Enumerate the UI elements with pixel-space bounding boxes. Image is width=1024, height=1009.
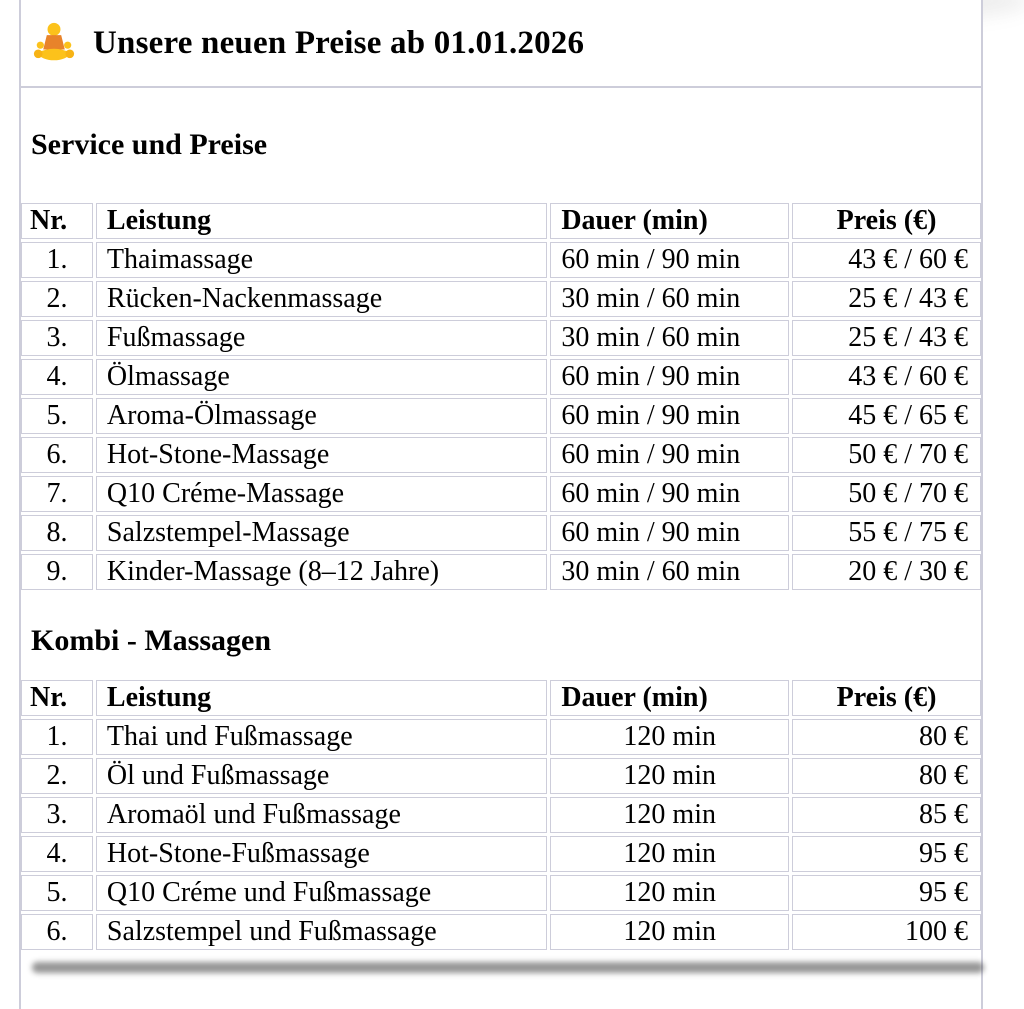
table-cell: Hot-Stone-Massage — [95, 437, 548, 473]
table-cell: 120 min — [550, 797, 790, 833]
table-row: 6. Salzstempel und Fußmassage 120 min 100 € — [21, 914, 981, 950]
table-row: 5. Q10 Créme und Fußmassage 120 min 95 € — [21, 875, 981, 911]
section-heading-service-und-preise: Service und Preise — [31, 128, 268, 161]
table-row: 9. Kinder-Massage (8–12 Jahre) 30 min / 60… — [21, 554, 981, 590]
table-row: 4. Hot-Stone-Fußmassage 120 min 95 € — [21, 836, 981, 872]
table-cell: Q10 Créme-Massage — [95, 476, 548, 512]
table-row: 2. Öl und Fußmassage 120 min 80 € — [21, 758, 981, 794]
document-header: Unsere neuen Preise ab 01.01.2026 — [21, 0, 981, 88]
table-cell: 60 min / 90 min — [550, 398, 790, 434]
table-row: 8. Salzstempel-Massage 60 min / 90 min 55 €… — [21, 515, 981, 551]
table-row: 7. Q10 Créme-Massage 60 min / 90 min 50 € /… — [21, 476, 981, 512]
table-cell: Kinder-Massage (8–12 Jahre) — [95, 554, 548, 590]
table-cell: 20 € / 30 € — [792, 554, 981, 590]
table-cell: 25 € / 43 € — [792, 281, 981, 317]
table-cell: Salzstempel-Massage — [95, 515, 548, 551]
table-cell: 95 € — [792, 875, 981, 911]
table-cell: Aroma-Ölmassage — [95, 398, 548, 434]
table-cell: 43 € / 60 € — [792, 242, 981, 278]
table-cell: Thai und Fußmassage — [95, 719, 548, 755]
document-frame: Unsere neuen Preise ab 01.01.2026 Servic… — [19, 0, 983, 1009]
table-cell: 80 € — [792, 719, 981, 755]
table-cell: 25 € / 43 € — [792, 320, 981, 356]
table-cell: 3. — [21, 320, 93, 356]
table-cell: 60 min / 90 min — [550, 476, 790, 512]
table-row: 1. Thaimassage 60 min / 90 min 43 € / 60 € — [21, 242, 981, 278]
table-cell: 9. — [21, 554, 93, 590]
table-row: 1. Thai und Fußmassage 120 min 80 € — [21, 719, 981, 755]
table-cell: 1. — [21, 242, 93, 278]
table-cell: 43 € / 60 € — [792, 359, 981, 395]
table-cell: 55 € / 75 € — [792, 515, 981, 551]
table-cell: 5. — [21, 875, 93, 911]
table-cell: 50 € / 70 € — [792, 476, 981, 512]
column-header: Preis (€) — [792, 680, 981, 716]
table-cell: 50 € / 70 € — [792, 437, 981, 473]
table-cell: Thaimassage — [95, 242, 548, 278]
column-header: Leistung — [95, 203, 548, 239]
table-cell: 4. — [21, 359, 93, 395]
table-cell: 120 min — [550, 758, 790, 794]
table-cell: 6. — [21, 437, 93, 473]
table-cell: 95 € — [792, 836, 981, 872]
table-row: 2. Rücken-Nackenmassage 30 min / 60 min 25 … — [21, 281, 981, 317]
table-row: 6. Hot-Stone-Massage 60 min / 90 min 50 € /… — [21, 437, 981, 473]
table-cell: Q10 Créme und Fußmassage — [95, 875, 548, 911]
table-header-row: Nr. Leistung Dauer (min) Preis (€) — [21, 203, 981, 239]
table-cell: 1. — [21, 719, 93, 755]
table-cell: 120 min — [550, 836, 790, 872]
table-cell: 60 min / 90 min — [550, 515, 790, 551]
table-cell: 80 € — [792, 758, 981, 794]
table-cell: Ölmassage — [95, 359, 548, 395]
table-cell: 2. — [21, 758, 93, 794]
table-cell: 120 min — [550, 719, 790, 755]
table-row: 3. Aromaöl und Fußmassage 120 min 85 € — [21, 797, 981, 833]
column-header: Preis (€) — [792, 203, 981, 239]
table-cell: Öl und Fußmassage — [95, 758, 548, 794]
table-cell: 8. — [21, 515, 93, 551]
table-cell: Salzstempel und Fußmassage — [95, 914, 548, 950]
table-header-row: Nr. Leistung Dauer (min) Preis (€) — [21, 680, 981, 716]
table-cell: 120 min — [550, 875, 790, 911]
table-cell: 7. — [21, 476, 93, 512]
table-cell: 120 min — [550, 914, 790, 950]
person-in-lotus-emoji-icon — [33, 22, 75, 61]
section-heading-kombi-massagen: Kombi - Massagen — [31, 624, 271, 657]
price-table-kombi: Nr. Leistung Dauer (min) Preis (€) 1. Thai u… — [18, 677, 984, 953]
column-header: Leistung — [95, 680, 548, 716]
table-cell: Hot-Stone-Fußmassage — [95, 836, 548, 872]
column-header: Nr. — [21, 680, 93, 716]
table-cell: 30 min / 60 min — [550, 320, 790, 356]
table-cell: Rücken-Nackenmassage — [95, 281, 548, 317]
table-cell: 2. — [21, 281, 93, 317]
column-header: Dauer (min) — [550, 680, 790, 716]
table-cell: 5. — [21, 398, 93, 434]
page-title: Unsere neuen Preise ab 01.01.2026 — [93, 24, 585, 61]
table-cell: Aromaöl und Fußmassage — [95, 797, 548, 833]
table-cell: 6. — [21, 914, 93, 950]
table-cell: 60 min / 90 min — [550, 242, 790, 278]
table-cell: 30 min / 60 min — [550, 281, 790, 317]
table-cell: Fußmassage — [95, 320, 548, 356]
table-cell: 30 min / 60 min — [550, 554, 790, 590]
table-cell: 4. — [21, 836, 93, 872]
table-cell: 60 min / 90 min — [550, 359, 790, 395]
photo-shadow-bottom — [32, 962, 984, 973]
price-table-service: Nr. Leistung Dauer (min) Preis (€) 1. Thaima… — [18, 200, 984, 593]
table-cell: 45 € / 65 € — [792, 398, 981, 434]
table-cell: 100 € — [792, 914, 981, 950]
table-row: 5. Aroma-Ölmassage 60 min / 90 min 45 € / 6… — [21, 398, 981, 434]
table-row: 4. Ölmassage 60 min / 90 min 43 € / 60 € — [21, 359, 981, 395]
table-cell: 3. — [21, 797, 93, 833]
table-row: 3. Fußmassage 30 min / 60 min 25 € / 43 € — [21, 320, 981, 356]
table-cell: 85 € — [792, 797, 981, 833]
table-cell: 60 min / 90 min — [550, 437, 790, 473]
column-header: Dauer (min) — [550, 203, 790, 239]
column-header: Nr. — [21, 203, 93, 239]
